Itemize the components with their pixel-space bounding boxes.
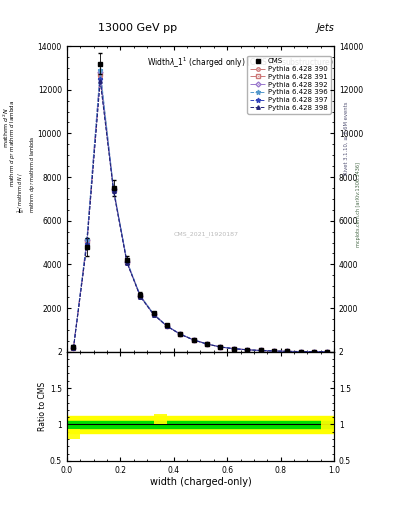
Text: 13000 GeV pp: 13000 GeV pp: [98, 23, 177, 33]
Bar: [67, 429, 80, 439]
Text: Jets: Jets: [316, 23, 334, 33]
Text: mcplots.cern.ch [arXiv:1306.3436]: mcplots.cern.ch [arXiv:1306.3436]: [356, 162, 361, 247]
Text: mathrm $d\,p_T$ mathrm $d$ lambda: mathrm $d\,p_T$ mathrm $d$ lambda: [8, 100, 17, 187]
X-axis label: width (charged-only): width (charged-only): [150, 477, 251, 487]
Text: mathrm $d^2N$: mathrm $d^2N$: [2, 108, 11, 148]
Text: CMS_2021_I1920187: CMS_2021_I1920187: [173, 231, 238, 237]
Text: Rivet 3.1.10, ≥ 2.6M events: Rivet 3.1.10, ≥ 2.6M events: [344, 101, 349, 175]
Y-axis label: Ratio to CMS: Ratio to CMS: [38, 381, 47, 431]
Text: $\frac{1}{\mathrm{N}}$ / mathrm $dN$ /
mathrm $d\,p_T$ mathrm $d$ lambda: $\frac{1}{\mathrm{N}}$ / mathrm $dN$ / m…: [16, 136, 37, 212]
Text: Width$\lambda\_1^1$ (charged only) (CMS jet substructure): Width$\lambda\_1^1$ (charged only) (CMS …: [147, 55, 334, 70]
Legend: CMS, Pythia 6.428 390, Pythia 6.428 391, Pythia 6.428 392, Pythia 6.428 396, Pyt: CMS, Pythia 6.428 390, Pythia 6.428 391,…: [247, 56, 331, 114]
Bar: [321, 419, 334, 430]
Bar: [154, 414, 167, 424]
